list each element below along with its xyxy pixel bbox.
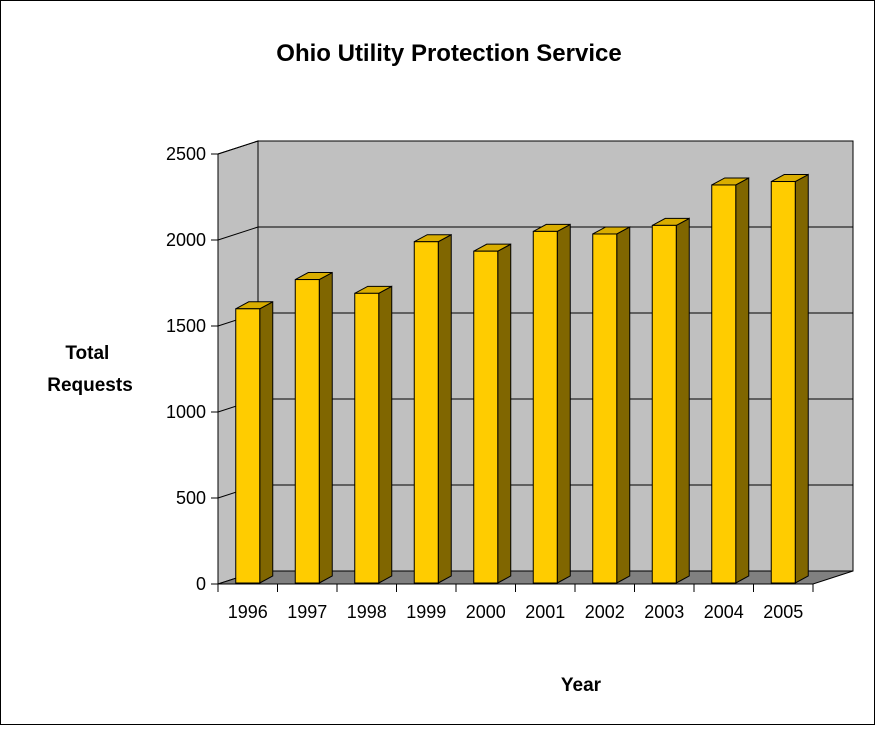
y-tick-label: 0 — [196, 574, 206, 594]
x-tick-label: 1999 — [406, 602, 446, 622]
x-tick-label: 2001 — [525, 602, 565, 622]
bar — [235, 308, 261, 584]
bar — [651, 224, 677, 584]
bar — [532, 230, 558, 584]
y-tick-label: 1000 — [166, 402, 206, 422]
y-tick-label: 500 — [176, 488, 206, 508]
x-tick-label: 2005 — [763, 602, 803, 622]
x-tick-label: 2000 — [466, 602, 506, 622]
y-tick-label: 2500 — [166, 144, 206, 164]
y-axis-title: Total Requests — [47, 343, 133, 396]
bar-side — [794, 173, 809, 584]
bar-side — [556, 223, 571, 584]
x-tick-label: 2002 — [585, 602, 625, 622]
bar-side — [497, 243, 512, 584]
bar — [592, 233, 618, 584]
x-tick-label: 2004 — [704, 602, 744, 622]
bar-side — [616, 226, 631, 584]
bar-side — [735, 177, 750, 584]
bar — [413, 241, 439, 584]
plot-area: 0 500 1000 1500 2000 2500 1996 1997 1998 1999 2000… — [166, 140, 854, 622]
bar-side — [259, 300, 274, 584]
bar — [473, 250, 499, 584]
x-axis-title: Year — [561, 675, 602, 696]
gridline — [217, 140, 853, 155]
bar-side — [675, 217, 690, 584]
bar — [711, 184, 737, 584]
chart-title: Ohio Utility Protection Service — [276, 40, 621, 67]
y-tick-label: 1500 — [166, 316, 206, 336]
x-tick-label: 2003 — [644, 602, 684, 622]
y-axis-title-line-1: Total — [65, 343, 109, 364]
bar — [770, 181, 796, 584]
x-tick-label: 1996 — [228, 602, 268, 622]
bar-side — [318, 271, 333, 584]
bar-side — [378, 285, 393, 584]
bar — [294, 279, 320, 584]
bar — [354, 292, 380, 584]
x-tick-label: 1997 — [287, 602, 327, 622]
x-tick-label: 1998 — [347, 602, 387, 622]
bar-side — [437, 233, 452, 584]
y-tick-label: 2000 — [166, 230, 206, 250]
y-axis-title-line-2: Requests — [47, 375, 133, 396]
